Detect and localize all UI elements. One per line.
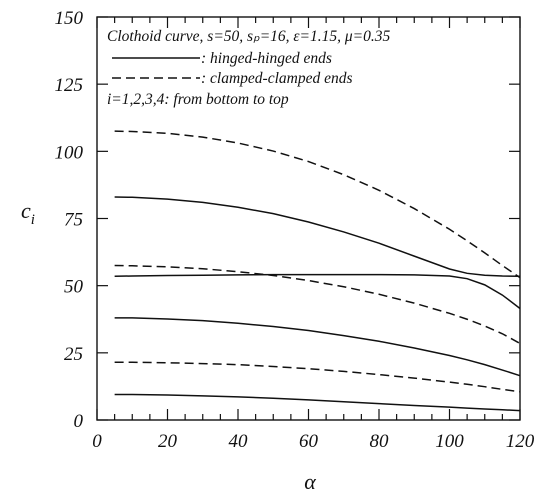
- series-line-dashed-5: [114, 361, 521, 393]
- series-lines: [114, 130, 521, 412]
- y-tick-label: 100: [55, 142, 84, 163]
- x-tick-label: 80: [370, 431, 390, 452]
- y-axis-label: ci: [21, 198, 35, 228]
- series-line-solid-1: [114, 393, 521, 412]
- x-axis-label: α: [304, 469, 316, 494]
- x-tick-label: 60: [299, 431, 319, 452]
- series-line-solid-3: [114, 273, 521, 310]
- x-tick-label: 20: [158, 431, 178, 452]
- y-tick-labels: 0 25 50 75 100 125 150: [55, 8, 84, 432]
- legend-solid-label: : hinged-hinged ends: [201, 50, 332, 67]
- x-tick-label: 100: [435, 431, 464, 452]
- series-line-solid-4: [114, 196, 521, 278]
- series-line-dashed-7: [114, 130, 521, 279]
- y-tick-label: 50: [64, 277, 84, 298]
- x-tick-label: 0: [92, 431, 102, 452]
- series-line-solid-2: [114, 317, 521, 377]
- y-axis-label-subscript: i: [31, 212, 35, 228]
- legend-title: Clothoid curve, s=50, sₚ=16, ε=1.15, μ=0…: [107, 28, 390, 45]
- series-line-dashed-6: [114, 264, 521, 345]
- tick-marks: [96, 16, 521, 421]
- x-tick-label: 40: [229, 431, 249, 452]
- legend: Clothoid curve, s=50, sₚ=16, ε=1.15, μ=0…: [107, 28, 390, 108]
- legend-dashed-label: : clamped-clamped ends: [201, 70, 353, 87]
- y-tick-label: 0: [74, 411, 84, 432]
- x-tick-label: 120: [506, 431, 535, 452]
- x-tick-labels: 0 20 40 60 80 100 120: [92, 431, 535, 452]
- y-tick-label: 125: [55, 75, 84, 96]
- y-tick-label: 25: [64, 344, 83, 365]
- y-tick-label: 75: [64, 210, 83, 231]
- legend-note: i=1,2,3,4: from bottom to top: [107, 91, 289, 108]
- y-tick-label: 150: [55, 8, 84, 29]
